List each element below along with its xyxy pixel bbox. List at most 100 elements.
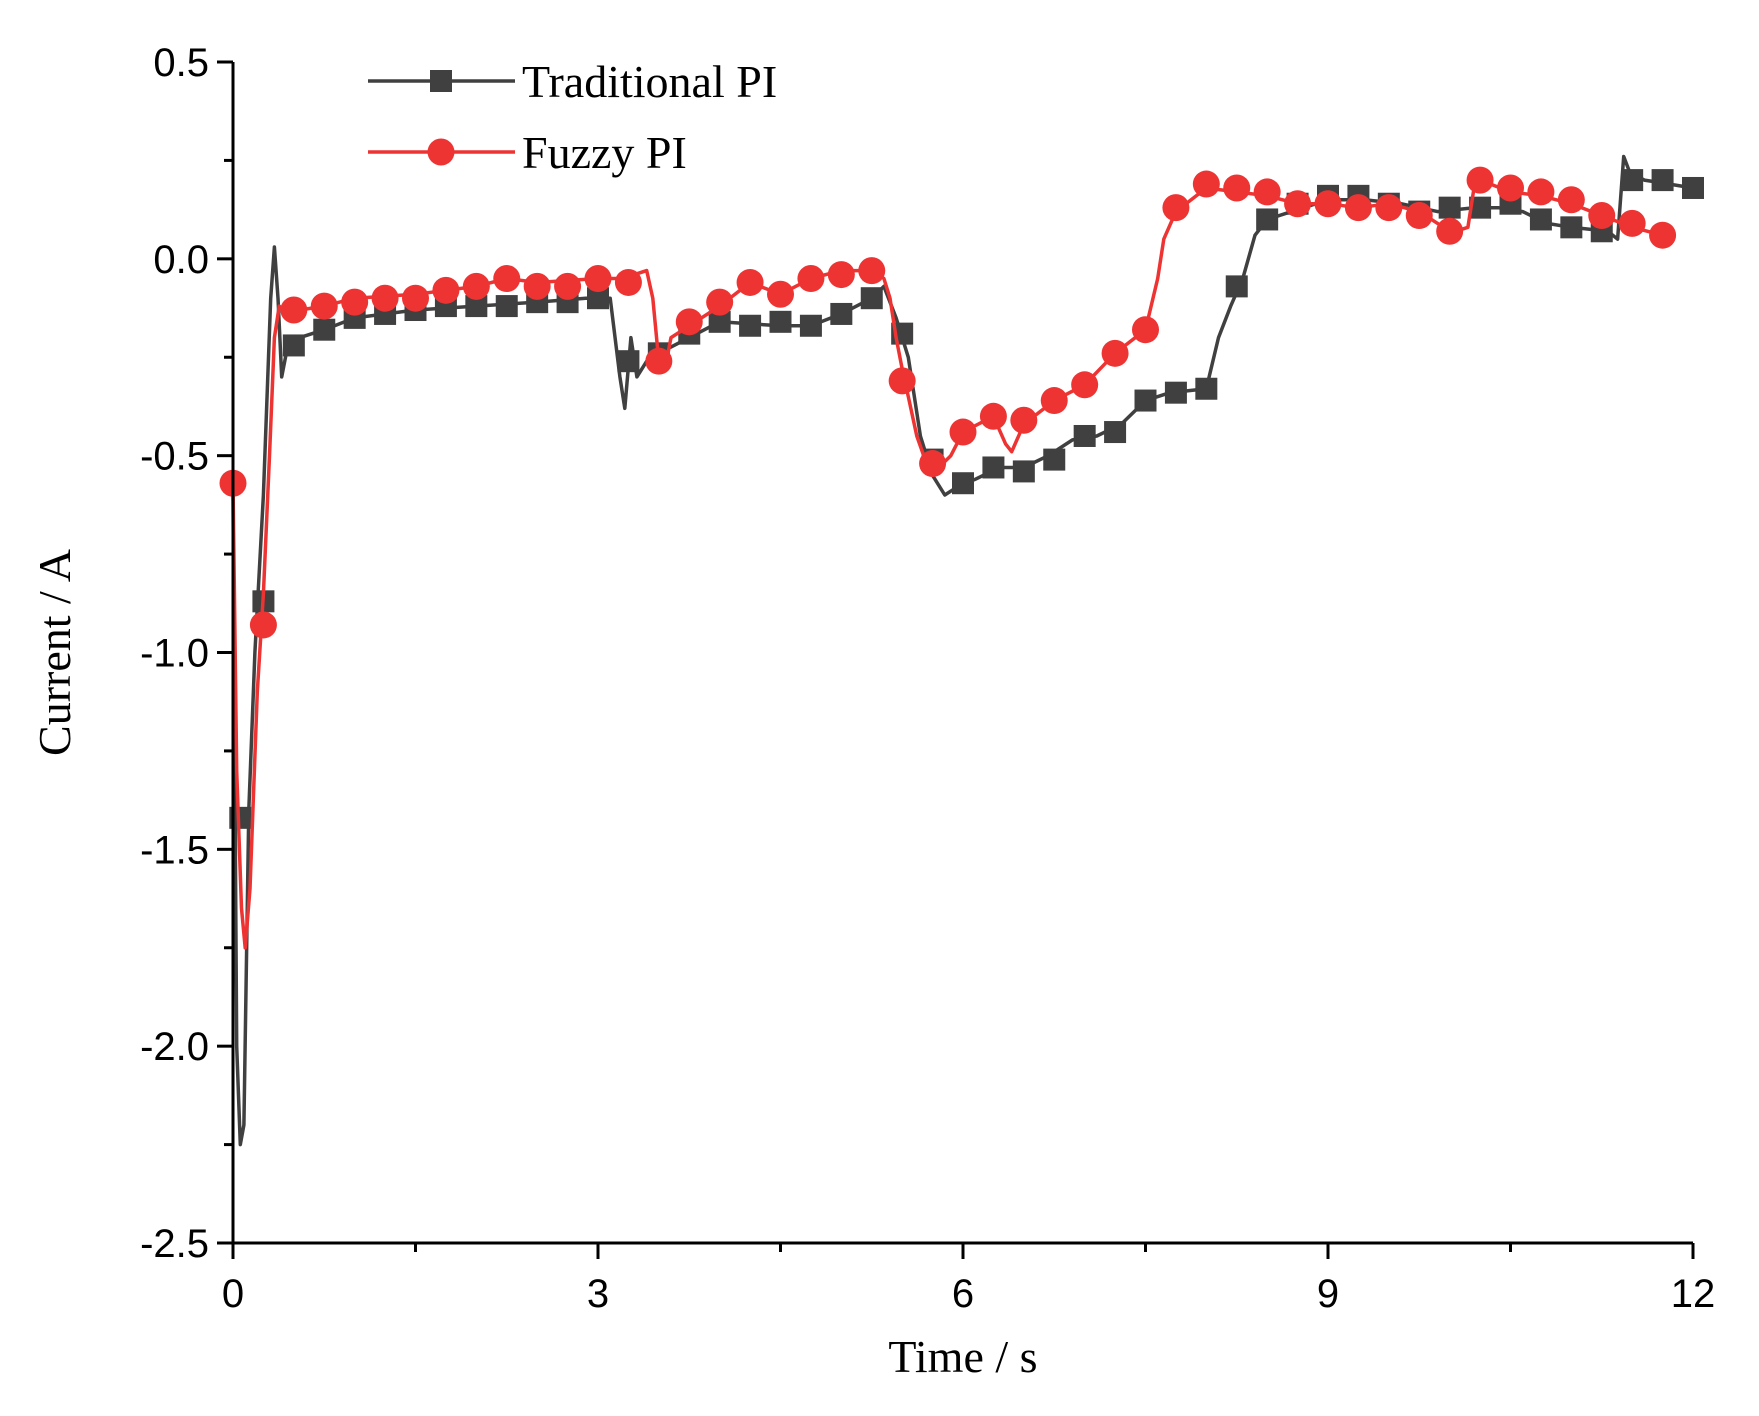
legend-label-fuzzy-pi: Fuzzy PI <box>522 127 687 178</box>
data-point-traditional-pi <box>229 806 252 829</box>
data-point-traditional-pi <box>769 310 792 333</box>
data-point-traditional-pi <box>1529 208 1552 231</box>
data-point-fuzzy-pi <box>767 280 794 308</box>
y-tick-label: -2.5 <box>140 1222 209 1266</box>
data-point-fuzzy-pi <box>1436 217 1464 245</box>
data-point-fuzzy-pi <box>341 288 369 316</box>
x-tick-label: 12 <box>1671 1272 1716 1316</box>
data-point-traditional-pi <box>1104 421 1127 444</box>
data-point-traditional-pi <box>1164 381 1187 404</box>
data-point-traditional-pi <box>1256 208 1279 231</box>
data-point-fuzzy-pi <box>919 450 947 478</box>
x-tick-label: 9 <box>1317 1272 1339 1316</box>
series-traditional-pi <box>229 154 1704 1147</box>
data-point-fuzzy-pi <box>493 265 521 293</box>
axes: 0.5 0.0 -0.5 -1.0 -1.5 -2.0 -2.5 0 3 6 9 12 <box>140 41 1715 1316</box>
data-point-fuzzy-pi <box>371 284 399 312</box>
series-fuzzy-pi <box>219 166 1677 950</box>
data-point-fuzzy-pi <box>949 418 977 446</box>
data-point-fuzzy-pi <box>1162 194 1190 222</box>
data-point-traditional-pi <box>1651 169 1674 192</box>
data-point-traditional-pi <box>952 472 974 495</box>
data-point-fuzzy-pi <box>1405 202 1433 230</box>
x-axis-title: Time / s <box>888 1331 1037 1382</box>
data-point-fuzzy-pi <box>1223 174 1251 202</box>
y-tick-label: -1.5 <box>140 828 209 872</box>
data-point-fuzzy-pi <box>797 265 825 293</box>
data-point-fuzzy-pi <box>1497 174 1524 202</box>
data-point-traditional-pi <box>465 295 488 318</box>
x-tick-label: 3 <box>587 1272 609 1316</box>
x-tick-label: 0 <box>222 1272 244 1316</box>
data-point-traditional-pi <box>982 456 1005 479</box>
x-tick-label: 6 <box>952 1272 974 1316</box>
data-point-fuzzy-pi <box>1344 194 1372 222</box>
y-tick-label: -0.5 <box>140 435 209 479</box>
data-point-fuzzy-pi <box>1527 178 1555 206</box>
data-point-traditional-pi <box>1134 389 1157 412</box>
data-point-traditional-pi <box>860 287 883 310</box>
data-point-fuzzy-pi <box>1618 209 1646 237</box>
data-point-fuzzy-pi <box>554 272 582 300</box>
data-point-fuzzy-pi <box>462 272 490 300</box>
data-point-fuzzy-pi <box>402 284 429 312</box>
data-point-fuzzy-pi <box>736 268 764 296</box>
data-point-fuzzy-pi <box>827 261 855 289</box>
data-point-traditional-pi <box>1621 169 1644 192</box>
data-point-traditional-pi <box>1469 196 1492 219</box>
data-point-fuzzy-pi <box>1040 387 1068 415</box>
data-point-fuzzy-pi <box>888 367 916 395</box>
legend-swatch-marker-fuzzy-pi <box>427 138 455 166</box>
data-point-fuzzy-pi <box>1649 221 1677 249</box>
data-point-fuzzy-pi <box>1314 190 1342 218</box>
data-point-fuzzy-pi <box>523 272 551 300</box>
data-point-fuzzy-pi <box>1192 170 1220 198</box>
data-point-traditional-pi <box>282 334 305 357</box>
data-point-fuzzy-pi <box>280 296 308 324</box>
data-point-fuzzy-pi <box>706 288 734 316</box>
data-point-fuzzy-pi <box>584 265 612 293</box>
y-tick-label: 0.0 <box>153 238 209 282</box>
data-point-fuzzy-pi <box>675 308 703 336</box>
data-point-fuzzy-pi <box>310 292 338 320</box>
data-point-traditional-pi <box>830 302 853 325</box>
data-point-traditional-pi <box>495 295 518 318</box>
data-point-traditional-pi <box>587 287 609 310</box>
y-axis-title: Current / A <box>29 549 80 756</box>
data-point-fuzzy-pi <box>1375 194 1403 222</box>
data-point-fuzzy-pi <box>1010 406 1038 434</box>
data-point-fuzzy-pi <box>1101 339 1129 367</box>
data-point-fuzzy-pi <box>858 257 886 285</box>
data-point-fuzzy-pi <box>1253 178 1281 206</box>
plot-area <box>219 154 1704 1147</box>
data-point-traditional-pi <box>1225 275 1248 298</box>
data-point-traditional-pi <box>1195 377 1218 400</box>
data-point-fuzzy-pi <box>1588 202 1616 230</box>
data-point-fuzzy-pi <box>1557 186 1585 214</box>
y-tick-label: -2.0 <box>140 1025 209 1069</box>
data-point-traditional-pi <box>799 314 822 337</box>
data-point-traditional-pi <box>708 310 731 333</box>
data-point-traditional-pi <box>313 318 336 341</box>
data-point-traditional-pi <box>1560 216 1583 239</box>
data-point-fuzzy-pi <box>1284 190 1312 218</box>
data-point-fuzzy-pi <box>432 276 460 304</box>
data-point-traditional-pi <box>617 350 640 373</box>
legend-swatch-marker-traditional-pi <box>430 70 452 92</box>
data-point-fuzzy-pi <box>1466 166 1494 194</box>
data-point-fuzzy-pi <box>249 611 277 639</box>
data-point-fuzzy-pi <box>979 402 1007 430</box>
data-point-fuzzy-pi <box>645 347 673 375</box>
legend-item-traditional-pi: Traditional PI <box>368 56 777 107</box>
legend-item-fuzzy-pi: Fuzzy PI <box>368 127 687 178</box>
data-point-fuzzy-pi <box>614 268 642 296</box>
data-point-traditional-pi <box>1043 448 1066 471</box>
legend-label-traditional-pi: Traditional PI <box>522 56 777 107</box>
y-tick-label: 0.5 <box>153 41 209 85</box>
data-point-traditional-pi <box>1682 176 1704 199</box>
data-point-traditional-pi <box>1012 460 1035 483</box>
y-tick-label: -1.0 <box>140 632 209 676</box>
data-point-traditional-pi <box>1073 424 1096 447</box>
data-point-fuzzy-pi <box>1071 371 1099 399</box>
